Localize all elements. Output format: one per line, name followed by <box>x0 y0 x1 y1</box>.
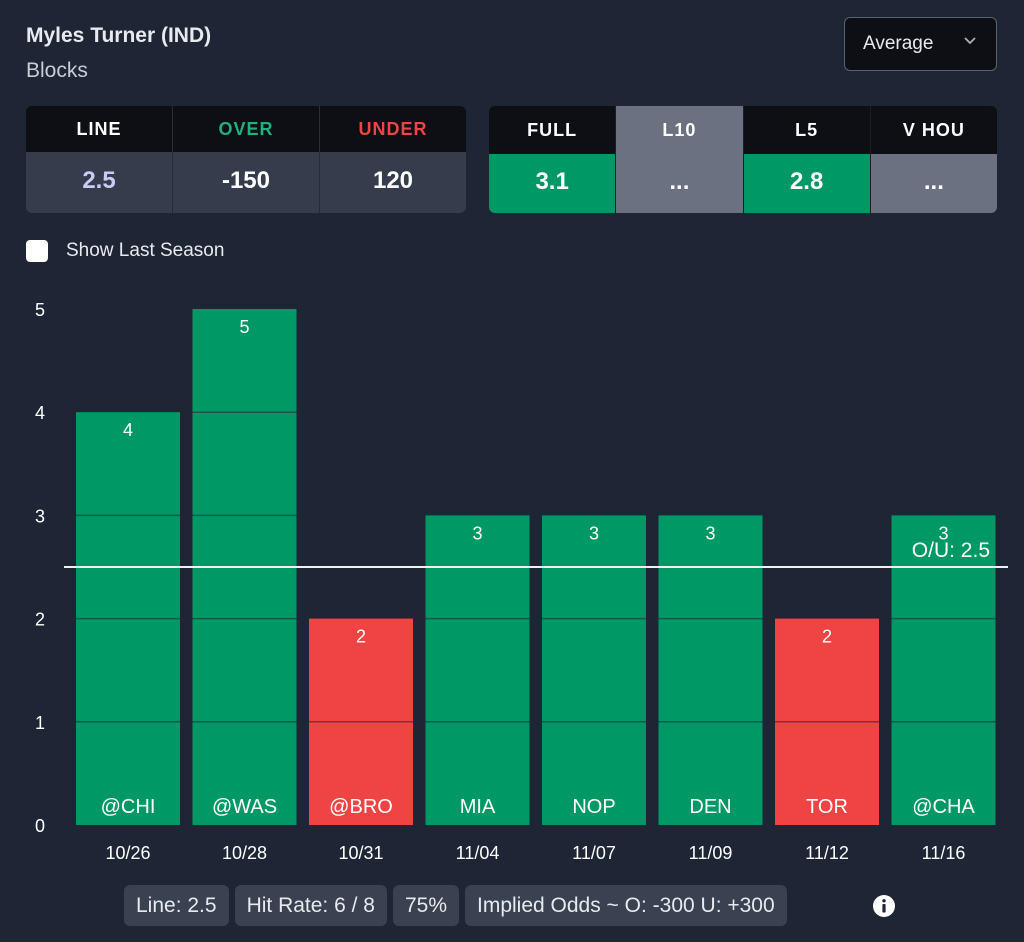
implied-odds-pill: Implied Odds ~ O: -300 U: +300 <box>465 885 787 926</box>
info-icon[interactable] <box>872 894 896 918</box>
y-tick-label: 5 <box>35 300 45 320</box>
opponent-label: @BRO <box>329 796 393 818</box>
chevron-down-icon <box>964 37 976 45</box>
opponent-label: NOP <box>572 796 615 818</box>
data-label: 3 <box>705 523 715 543</box>
blocks-bar-chart: 0 1 2 3 4 5 4 @CHI 10/26 5 @WAS 10/28 2 @BRO 10/31 3 MIA… <box>35 300 1008 863</box>
avg-tab-label: FULL <box>527 120 578 140</box>
bar <box>542 515 646 825</box>
average-table: FULL 3.1 L10... L5 2.8 V HOU... <box>489 106 997 213</box>
y-tick-label: 1 <box>35 713 45 733</box>
over-value: -150 <box>173 152 320 213</box>
x-tick-label: 11/04 <box>456 843 500 863</box>
show-last-season-label: Show Last Season <box>66 240 225 261</box>
x-tick-label: 10/26 <box>105 843 150 863</box>
data-label: 5 <box>239 317 249 337</box>
avg-tab-v-hou[interactable]: V HOU... <box>870 106 997 213</box>
opponent-label: @CHA <box>912 796 975 818</box>
avg-tab-label: V HOU <box>902 120 965 140</box>
opponent-label: TOR <box>806 796 848 818</box>
opponent-label: @CHI <box>101 796 156 818</box>
line-table: LINE OVER UNDER 2.5 -150 120 <box>26 106 466 213</box>
x-tick-label: 11/16 <box>922 843 966 863</box>
bar <box>658 515 763 825</box>
under-value: 120 <box>372 167 414 194</box>
x-tick-label: 10/31 <box>338 843 383 863</box>
avg-tab-value: 3.1 <box>489 154 616 213</box>
avg-tab-value: ... <box>616 154 743 213</box>
dropdown-value: Average <box>863 33 934 54</box>
line-header: LINE <box>26 106 173 152</box>
y-tick-label: 3 <box>35 506 45 526</box>
line-value: 2.5 <box>26 152 173 213</box>
data-label: 2 <box>822 627 832 647</box>
avg-tab-value: ... <box>870 154 997 213</box>
avg-tab-label: L10 <box>616 106 743 154</box>
y-tick-label: 2 <box>35 610 45 630</box>
hit-rate-pill: Hit Rate: 6 / 8 <box>234 885 387 926</box>
summary-bar: Line: 2.5 Hit Rate: 6 / 8 75% Implied Od… <box>124 885 787 926</box>
x-tick-label: 11/09 <box>689 843 733 863</box>
over-header: OVER <box>173 106 320 152</box>
x-tick-label: 10/28 <box>222 843 267 863</box>
x-tick-label: 11/12 <box>805 843 849 863</box>
stat-name: Blocks <box>26 59 88 82</box>
hit-percent-pill: 75% <box>392 885 459 926</box>
data-label: 3 <box>589 523 599 543</box>
stat-mode-dropdown[interactable]: Average <box>844 17 997 71</box>
avg-tab-l10[interactable]: L10... <box>616 106 744 213</box>
y-tick-label: 4 <box>35 403 45 423</box>
show-last-season-checkbox[interactable] <box>26 240 48 262</box>
under-header: UNDER <box>358 119 428 139</box>
ou-line-label: O/U: 2.5 <box>912 539 990 562</box>
data-label: 4 <box>123 420 133 440</box>
data-label: 3 <box>472 523 482 543</box>
avg-tab-l5[interactable]: L5 2.8 <box>743 106 871 213</box>
avg-tab-label: L5 <box>795 120 819 140</box>
avg-tab-value: 2.8 <box>743 154 870 213</box>
opponent-label: DEN <box>689 796 731 818</box>
opponent-label: @WAS <box>212 796 277 818</box>
line-pill: Line: 2.5 <box>124 885 229 926</box>
avg-tab-full[interactable]: FULL 3.1 <box>489 106 617 213</box>
opponent-label: MIA <box>460 796 496 818</box>
data-label: 3 <box>938 523 948 543</box>
bar <box>425 515 530 825</box>
x-tick-label: 11/07 <box>572 843 616 863</box>
player-name: Myles Turner (IND) <box>26 24 212 47</box>
y-tick-label: 0 <box>35 816 45 836</box>
data-label: 2 <box>356 627 366 647</box>
